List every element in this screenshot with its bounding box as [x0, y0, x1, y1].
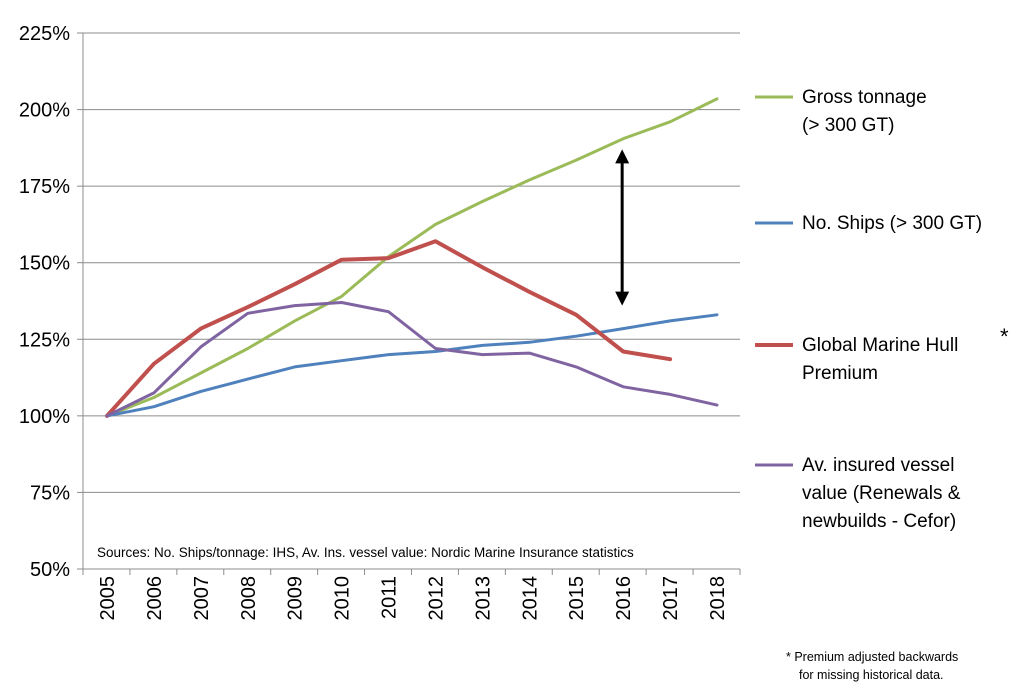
y-tick-label: 225% — [19, 23, 70, 45]
series-lines — [105, 97, 719, 418]
series-line — [105, 313, 719, 418]
arrow-head-down — [615, 291, 630, 306]
x-tick-label: 2015 — [566, 576, 588, 621]
x-tick-label: 2008 — [238, 576, 260, 621]
x-tick-label: 2010 — [332, 576, 354, 621]
y-axis-ticks: 50% 75% 100% 125% 150% 175% 200% 225% — [19, 23, 83, 581]
x-tick-label: 2017 — [660, 576, 682, 621]
x-tick-label: 2018 — [707, 576, 729, 621]
y-tick-label: 125% — [19, 329, 70, 351]
legend-label: Global Marine Hull — [802, 335, 958, 356]
double-arrow-annotation — [615, 149, 630, 306]
legend: Gross tonnage (> 300 GT) No. Ships (> 300 … — [755, 87, 982, 532]
y-tick-label: 200% — [19, 100, 70, 122]
footnote-line-1: * Premium adjusted backwards — [786, 650, 958, 664]
source-note: Sources: No. Ships/tonnage: IHS, Av. Ins… — [97, 545, 634, 560]
footnote-line-2: for missing historical data. — [799, 668, 944, 682]
x-tick-label: 2014 — [519, 576, 541, 621]
x-tick-label: 2007 — [191, 576, 213, 621]
y-tick-label: 150% — [19, 253, 70, 275]
y-tick-label: 100% — [19, 406, 70, 428]
legend-label: Av. insured vessel — [802, 455, 954, 476]
premium-star: * — [1000, 324, 1009, 349]
series-line — [105, 239, 673, 418]
x-tick-label: 2009 — [285, 576, 307, 621]
x-tick-label: 2012 — [425, 576, 447, 621]
x-tick-label: 2005 — [97, 576, 119, 621]
arrow-head-up — [615, 149, 630, 164]
x-tick-label: 2016 — [613, 576, 635, 621]
legend-label: (> 300 GT) — [802, 115, 894, 136]
x-tick-label: 2013 — [472, 576, 494, 621]
legend-label: Gross tonnage — [802, 87, 927, 108]
y-tick-label: 50% — [30, 559, 70, 581]
series-line — [105, 97, 719, 418]
axes — [82, 33, 740, 570]
legend-label: No. Ships (> 300 GT) — [802, 213, 982, 234]
grid — [83, 32, 740, 493]
x-tick-label: 2011 — [379, 576, 401, 619]
y-tick-label: 75% — [30, 482, 70, 504]
legend-label: value (Renewals & — [802, 483, 961, 504]
legend-label: Premium — [802, 363, 878, 384]
x-axis-ticks: 2005 2006 2007 2008 2009 2010 2011 2012 2013 2014… — [82, 569, 741, 621]
y-tick-label: 175% — [19, 176, 70, 198]
series-line — [105, 301, 719, 418]
legend-label: newbuilds - Cefor) — [802, 511, 956, 532]
x-tick-label: 2006 — [144, 576, 166, 621]
